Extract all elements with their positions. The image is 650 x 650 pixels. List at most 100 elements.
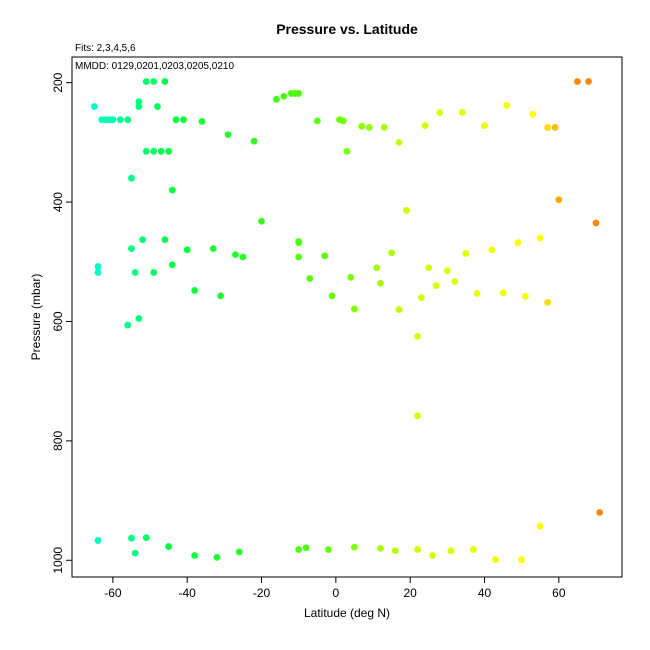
data-point [232,251,239,259]
data-point [325,546,332,553]
y-axis: 200 400 600 800 1000 [51,72,72,574]
data-point [124,116,132,124]
data-point [585,78,592,85]
y-tick-label: 1000 [51,547,65,574]
x-tick-label: 60 [552,586,566,600]
x-tick-label: 40 [478,586,492,600]
data-point [94,269,102,276]
data-point [421,122,429,130]
data-point [172,116,180,124]
data-point [142,534,150,541]
y-tick-label: 400 [51,192,65,212]
data-point [521,293,529,300]
data-point [165,543,173,550]
data-point [503,101,511,109]
data-point [343,147,351,155]
data-point [529,110,537,118]
data-point [544,298,552,306]
data-point [198,118,206,125]
data-point [514,239,522,247]
data-point [250,137,258,145]
x-tick-label: -20 [253,586,271,600]
x-axis-label: Latitude (deg N) [304,606,390,620]
data-point [109,116,117,124]
data-point [414,546,422,553]
data-point [131,269,139,276]
data-point [536,234,544,242]
data-point [347,273,355,281]
data-point [417,294,425,301]
data-point [492,556,500,564]
data-point [235,548,243,556]
x-tick-label: -60 [104,586,122,600]
data-point [544,124,552,131]
fits-annotation: Fits: 2,3,4,5,6 [75,43,136,54]
data-point [302,544,310,552]
data-point [239,253,247,261]
data-point [358,122,366,130]
y-axis-label: Pressure (mbar) [29,274,43,361]
data-point [217,292,225,300]
data-point [161,78,169,85]
data-point [295,239,303,247]
data-point [224,131,232,139]
data-point [150,269,158,276]
data-point [258,217,265,225]
data-point [373,264,381,272]
data-point [191,287,199,294]
data-point [380,124,388,131]
data-point [154,103,161,110]
y-tick-label: 600 [51,311,65,331]
data-point [488,246,496,254]
data-point [458,109,466,116]
data-point [469,546,477,553]
data-point [94,537,102,544]
data-point [295,253,303,261]
data-point [462,250,470,257]
data-point [128,245,135,253]
data-point [395,306,403,313]
data-point [135,103,143,110]
data-point [128,534,135,542]
data-point [592,219,600,227]
data-points [90,78,604,564]
data-point [142,78,150,85]
data-point [443,267,451,275]
data-point [168,261,176,269]
data-point [295,546,303,553]
data-point [339,117,347,125]
data-point [596,509,604,516]
data-point [161,236,169,244]
chart-title: Pressure vs. Latitude [276,21,418,37]
data-point [321,252,329,260]
data-point [150,147,158,155]
mmdd-annotation: MMDD: 0129,0201,0203,0205,0210 [75,61,234,72]
data-point [403,207,410,214]
y-tick-label: 800 [51,431,65,451]
data-point [295,90,303,97]
x-tick-label: 0 [333,586,340,600]
data-point [365,124,373,131]
data-point [94,263,102,270]
data-point [391,547,399,555]
data-point [124,321,132,329]
x-axis: -60 -40 -20 0 20 40 60 [104,577,566,600]
y-tick-label: 200 [51,72,65,92]
data-point [183,246,191,254]
data-point [429,552,436,559]
data-point [191,552,199,559]
data-point [574,78,581,85]
data-point [351,305,358,313]
data-point [90,103,98,110]
data-point [473,290,481,297]
data-point [165,147,173,155]
data-point [536,522,544,530]
data-point [150,78,158,85]
data-point [481,122,488,130]
data-point [414,333,422,340]
x-tick-label: 20 [403,586,417,600]
data-point [447,547,455,555]
data-point [213,553,221,561]
data-point [395,138,403,146]
x-tick-label: -40 [179,586,197,600]
